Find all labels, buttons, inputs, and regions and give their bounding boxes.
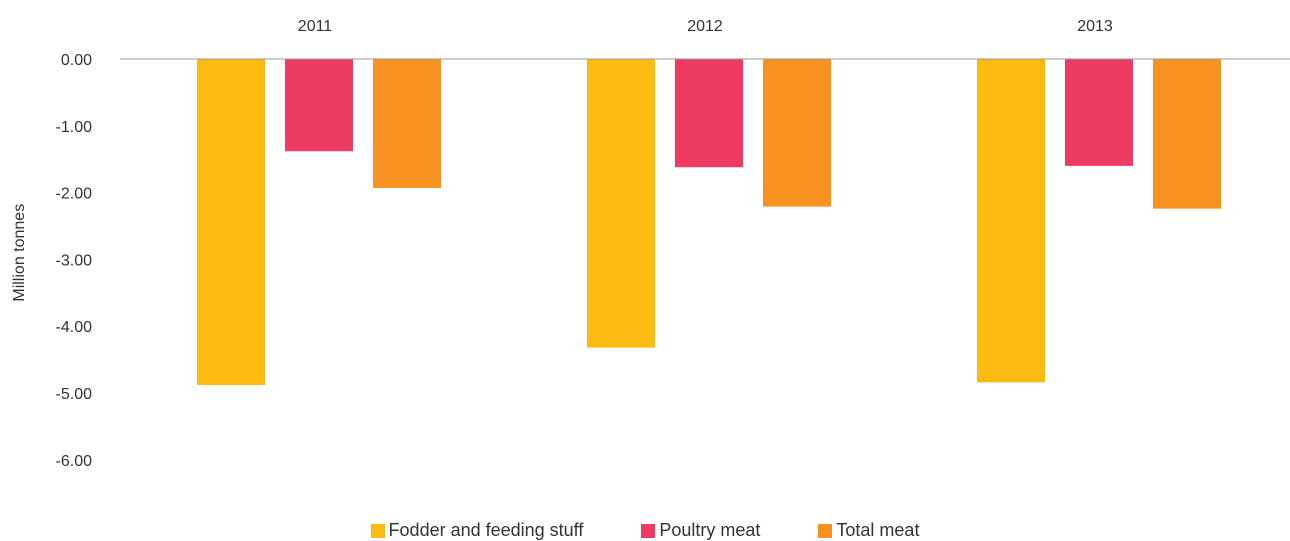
y-tick-label: -4.00: [56, 319, 93, 336]
legend: Fodder and feeding stuff Poultry meat To…: [0, 520, 1290, 541]
legend-label-poultry: Poultry meat: [659, 520, 761, 540]
bar: [587, 59, 655, 348]
y-tick-label: -6.00: [56, 453, 93, 470]
legend-swatch-fodder: [370, 523, 385, 538]
y-axis-title: Million tonnes: [11, 204, 28, 302]
y-tick-label: -3.00: [56, 252, 93, 269]
bar: [1065, 59, 1133, 166]
bar: [1153, 59, 1221, 209]
y-tick-label: -5.00: [56, 386, 93, 403]
y-tick-label: -2.00: [56, 186, 93, 203]
category-label: 2013: [1077, 18, 1113, 35]
legend-item-poultry: Poultry meat: [641, 520, 760, 541]
legend-label-total: Total meat: [836, 520, 920, 540]
category-label: 2012: [687, 18, 723, 35]
bar: [977, 59, 1045, 383]
bar: [675, 59, 743, 168]
y-tick-label: 0.00: [61, 52, 92, 69]
category-labels: 2011 2012 2013: [298, 18, 1113, 35]
legend-swatch-total: [818, 523, 833, 538]
legend-item-fodder: Fodder and feeding stuff: [370, 520, 584, 541]
legend-swatch-poultry: [641, 523, 656, 538]
bar: [373, 59, 441, 188]
bar: [763, 59, 831, 207]
y-tick-label: -1.00: [56, 119, 93, 136]
chart: 0.00-1.00-2.00-3.00-4.00-5.00-6.00 2011 2…: [11, 18, 1290, 470]
category-label: 2011: [298, 18, 333, 35]
legend-item-total: Total meat: [818, 520, 919, 541]
legend-label-fodder: Fodder and feeding stuff: [388, 520, 584, 540]
bars: [197, 59, 1221, 385]
bar: [197, 59, 265, 385]
y-axis-ticks: 0.00 -1.00 -2.00 -3.00 -4.00 -5.00 -6.00: [56, 52, 93, 470]
bar: [285, 59, 353, 152]
